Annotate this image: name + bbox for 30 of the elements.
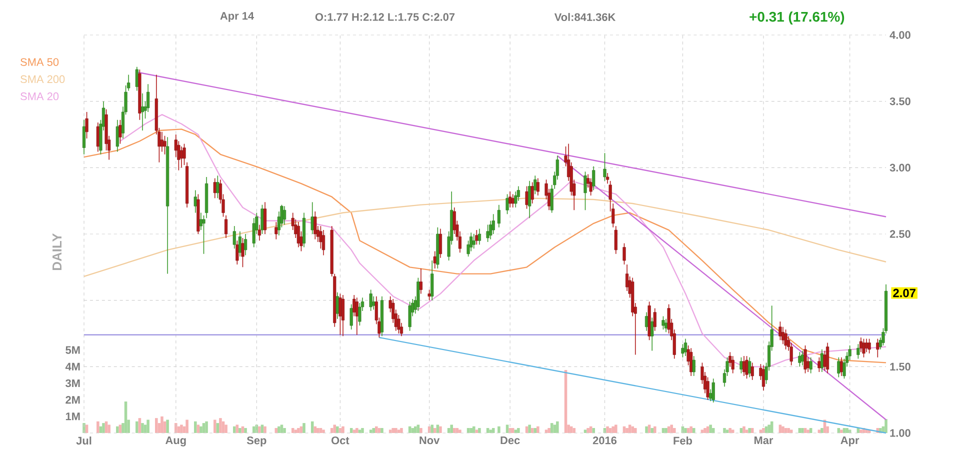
x-tick-label: Feb <box>674 436 692 445</box>
y2-tick-label: 3M <box>66 379 80 388</box>
text: DAILY <box>52 233 62 270</box>
x-tick-label: Nov <box>420 436 440 444</box>
x-tick-label: Oct <box>332 436 350 444</box>
x-tick-label: Dec <box>500 436 520 444</box>
y-tick-label: 1.00 <box>890 429 910 437</box>
y2-tick-label: 4M <box>65 362 80 370</box>
x-tick-label: Aug <box>166 436 186 446</box>
text: O:1.77 H:2.12 L:1.75 C:2.07 <box>315 13 455 21</box>
y2-tick-label: 5M <box>66 346 80 354</box>
y-tick-label: 4.00 <box>890 31 910 39</box>
y2-tick-label: 2M <box>66 396 80 404</box>
y-tick-label: 3.50 <box>890 97 910 106</box>
text: SMA 200 <box>20 75 65 84</box>
text: Vol:841.36K <box>554 12 616 22</box>
y2-tick-label: 1M <box>66 412 80 420</box>
x-tick-label: Apr <box>840 436 860 446</box>
y-tick-label: 2.50 <box>890 230 910 238</box>
y-tick-label: 1.50 <box>890 362 910 371</box>
text: Apr 14 <box>220 12 254 22</box>
x-tick-label: Mar <box>754 436 774 444</box>
text: SMA 50 <box>20 58 59 66</box>
x-tick-label: Sep <box>246 436 266 446</box>
x-tick-label: 2016 <box>592 436 617 444</box>
text: +0.31 (17.61%) <box>750 11 844 24</box>
x-tick-label: Jul <box>76 436 92 445</box>
y-tick-label: 3.00 <box>890 164 910 172</box>
text: SMA 20 <box>20 92 59 100</box>
text: 2.07 <box>893 288 916 298</box>
